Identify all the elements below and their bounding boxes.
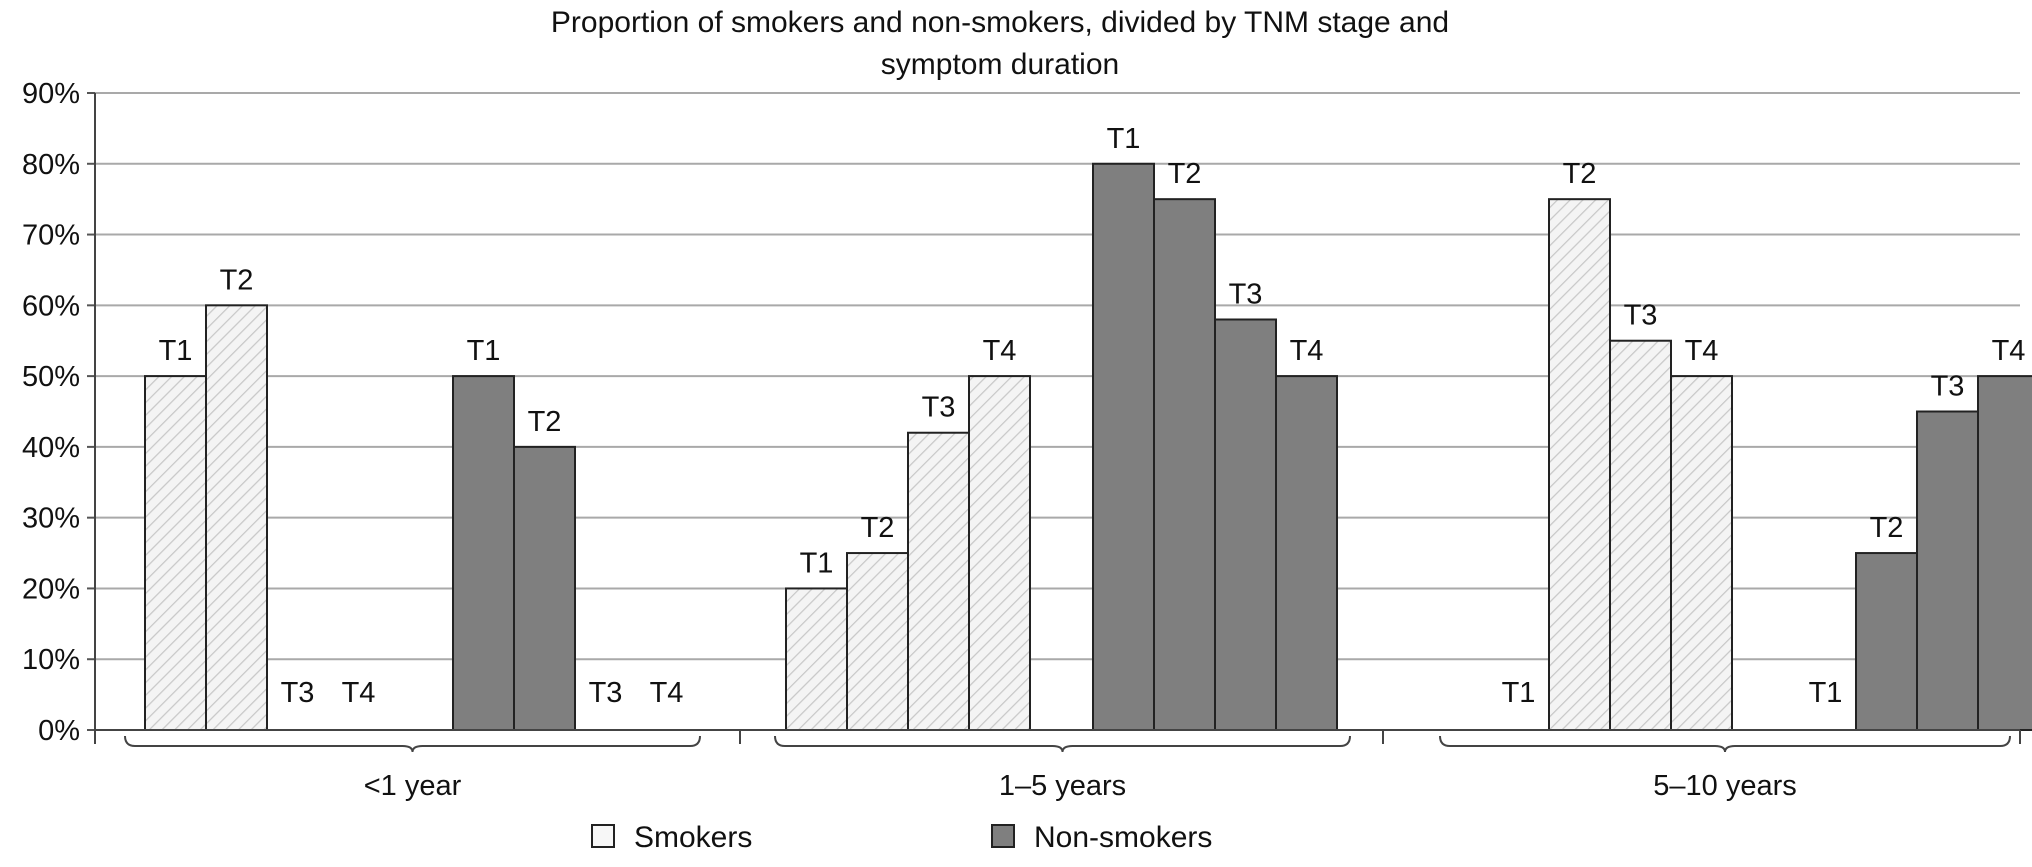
legend-swatch-non-smokers: [991, 824, 1015, 848]
bar-stage-label: T4: [1992, 335, 2026, 367]
bar-smokers-t2: [846, 552, 909, 731]
bar-non-smokers-t4: [1977, 375, 2032, 731]
y-tick-label: 20%: [22, 573, 80, 605]
bar-non-smokers-t2: [1855, 552, 1918, 731]
bar-smokers-t4: [1670, 375, 1733, 731]
bar-stage-label: T2: [861, 512, 895, 544]
y-tick-label: 30%: [22, 503, 80, 535]
bar-stage-label: T1: [1107, 123, 1141, 155]
category-bracket: [124, 735, 701, 753]
bar-stage-label: T4: [1685, 335, 1719, 367]
bar-stage-label: T2: [1168, 158, 1202, 190]
y-axis-ticks: 0% 10% 20% 30% 40% 50% 60% 70% 80% 90%: [22, 78, 95, 747]
bars: [144, 162, 2032, 732]
bar-stage-label: T1: [159, 335, 193, 367]
chart-title-line-1: Proportion of smokers and non-smokers, d…: [551, 6, 1449, 39]
y-tick-label: 70%: [22, 220, 80, 252]
bar-stage-label: T3: [1624, 300, 1658, 332]
legend-label: Smokers: [634, 821, 752, 854]
bar-stage-label: T2: [220, 264, 254, 296]
category-bracket: [774, 735, 1351, 753]
y-tick-label: 0%: [38, 715, 80, 747]
bar-non-smokers-t2: [513, 445, 576, 731]
bar-non-smokers-t1: [1092, 162, 1155, 731]
category-bracket: [1439, 735, 2011, 753]
bar-stage-label: T2: [1870, 512, 1904, 544]
bar-smokers-t3: [907, 431, 970, 731]
bar-smokers-t2: [205, 304, 268, 731]
x-category-label: 1–5 years: [999, 770, 1126, 802]
y-tick-label: 90%: [22, 78, 80, 110]
bar-stage-label: T3: [589, 677, 623, 709]
chart-title-line-2: symptom duration: [881, 48, 1119, 81]
bar-smokers-t1: [785, 587, 848, 732]
bar-non-smokers-t3: [1214, 318, 1277, 731]
bar-stage-label: T3: [922, 392, 956, 424]
bar-smokers-t1: [144, 375, 207, 731]
bar-stage-label: T2: [528, 406, 562, 438]
bar-stage-label: T4: [342, 677, 376, 709]
bar-stage-label: T4: [983, 335, 1017, 367]
bar-stage-label: T1: [1502, 677, 1536, 709]
bar-stage-label: T4: [650, 677, 684, 709]
bar-non-smokers-t4: [1275, 375, 1338, 731]
bar-smokers-t3: [1609, 339, 1672, 731]
bar-smokers-t2: [1548, 198, 1611, 731]
x-category-label: 5–10 years: [1653, 770, 1797, 802]
legend-label: Non-smokers: [1034, 821, 1212, 854]
y-tick-label: 10%: [22, 644, 80, 676]
y-tick-label: 50%: [22, 361, 80, 393]
legend: Smokers Non-smokers: [591, 821, 1212, 854]
bar-stage-label: T1: [1809, 677, 1843, 709]
bar-stage-label: T3: [281, 677, 315, 709]
x-category-label: <1 year: [364, 770, 462, 802]
y-tick-label: 80%: [22, 149, 80, 181]
bar-stage-label: T1: [467, 335, 501, 367]
bar-stage-label: T2: [1563, 158, 1597, 190]
bar-stage-label: T3: [1229, 278, 1263, 310]
bar-labels: T1 T2 T3 T4 T1 T2 T3 T4 T1 T2 T3 T4 T1 T2 T3 T4 T1 T2 T3 T4…: [159, 123, 2026, 709]
bar-stage-label: T4: [1290, 335, 1324, 367]
bar-stage-label: T1: [800, 547, 834, 579]
x-axis-categories: <1 year 1–5 years 5–10 years: [124, 735, 2011, 802]
bar-non-smokers-t3: [1916, 410, 1979, 731]
gridlines: [95, 92, 2020, 661]
bar-non-smokers-t1: [452, 375, 515, 731]
legend-swatch-smokers: [591, 824, 615, 848]
axes: [94, 93, 2021, 744]
y-tick-label: 60%: [22, 290, 80, 322]
bar-stage-label: T3: [1931, 371, 1965, 403]
y-tick-label: 40%: [22, 432, 80, 464]
bar-non-smokers-t2: [1153, 198, 1216, 731]
bar-smokers-t4: [968, 375, 1031, 731]
